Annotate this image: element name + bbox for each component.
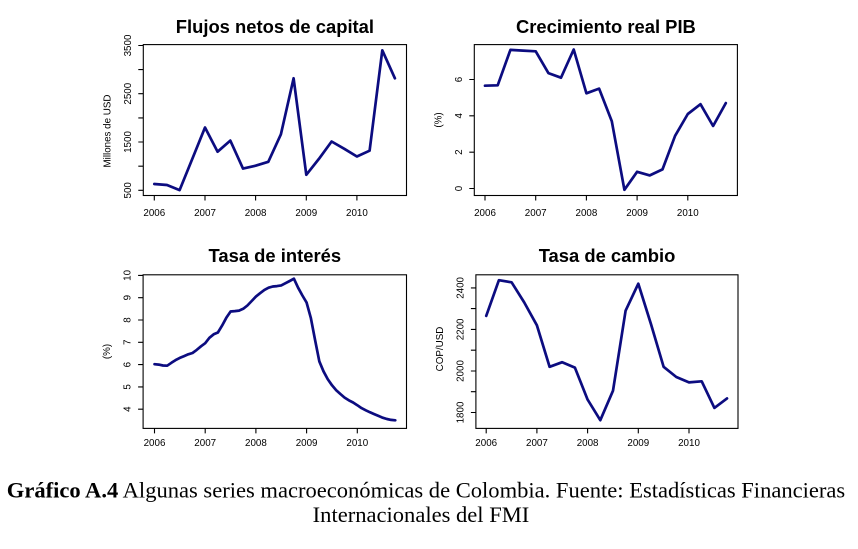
svg-text:500: 500 — [123, 182, 134, 199]
svg-text:2500: 2500 — [123, 82, 134, 104]
svg-text:2010: 2010 — [346, 438, 368, 449]
svg-text:3500: 3500 — [123, 34, 134, 56]
svg-text:0: 0 — [454, 185, 465, 191]
svg-text:2: 2 — [454, 149, 465, 154]
svg-text:Internacionales del FMI: Internacionales del FMI — [313, 502, 530, 527]
svg-text:Tasa de cambio: Tasa de cambio — [539, 245, 676, 266]
svg-text:2007: 2007 — [525, 208, 547, 219]
svg-text:2000: 2000 — [455, 360, 466, 382]
svg-text:2008: 2008 — [245, 438, 267, 449]
svg-text:1800: 1800 — [455, 401, 466, 423]
svg-text:2006: 2006 — [144, 438, 166, 449]
svg-text:2008: 2008 — [577, 438, 599, 449]
svg-text:(%): (%) — [102, 344, 113, 359]
svg-text:6: 6 — [454, 76, 465, 82]
svg-text:2010: 2010 — [678, 438, 700, 449]
svg-text:6: 6 — [123, 361, 134, 367]
svg-text:2006: 2006 — [474, 208, 496, 219]
svg-text:10: 10 — [123, 269, 134, 280]
svg-text:2010: 2010 — [677, 208, 699, 219]
svg-text:2009: 2009 — [295, 208, 317, 219]
svg-text:2006: 2006 — [475, 438, 497, 449]
svg-text:4: 4 — [454, 113, 465, 119]
svg-text:1500: 1500 — [123, 131, 134, 153]
svg-text:Flujos netos de capital: Flujos netos de capital — [176, 16, 374, 37]
svg-text:2010: 2010 — [346, 208, 368, 219]
svg-text:2007: 2007 — [194, 438, 216, 449]
svg-text:2009: 2009 — [626, 208, 648, 219]
svg-text:Millones de USD: Millones de USD — [102, 95, 113, 168]
svg-text:Tasa de interés: Tasa de interés — [209, 245, 342, 266]
svg-text:Crecimiento real PIB: Crecimiento real PIB — [516, 16, 696, 37]
svg-text:2006: 2006 — [143, 208, 165, 219]
svg-text:COP/USD: COP/USD — [435, 327, 446, 372]
svg-text:2008: 2008 — [245, 208, 267, 219]
svg-text:4: 4 — [123, 406, 134, 412]
svg-text:2008: 2008 — [576, 208, 598, 219]
svg-text:2400: 2400 — [455, 276, 466, 298]
svg-text:2009: 2009 — [296, 438, 318, 449]
svg-text:9: 9 — [123, 295, 134, 300]
svg-text:2200: 2200 — [455, 318, 466, 340]
svg-text:2007: 2007 — [526, 438, 548, 449]
svg-text:8: 8 — [123, 317, 134, 323]
svg-text:2007: 2007 — [194, 208, 216, 219]
svg-text:7: 7 — [123, 340, 134, 345]
svg-text:(%): (%) — [433, 112, 444, 127]
svg-text:Gráfico A.4 Algunas series mac: Gráfico A.4 Algunas series macroeconómic… — [7, 478, 845, 503]
svg-text:2009: 2009 — [627, 438, 649, 449]
svg-text:5: 5 — [123, 384, 134, 390]
